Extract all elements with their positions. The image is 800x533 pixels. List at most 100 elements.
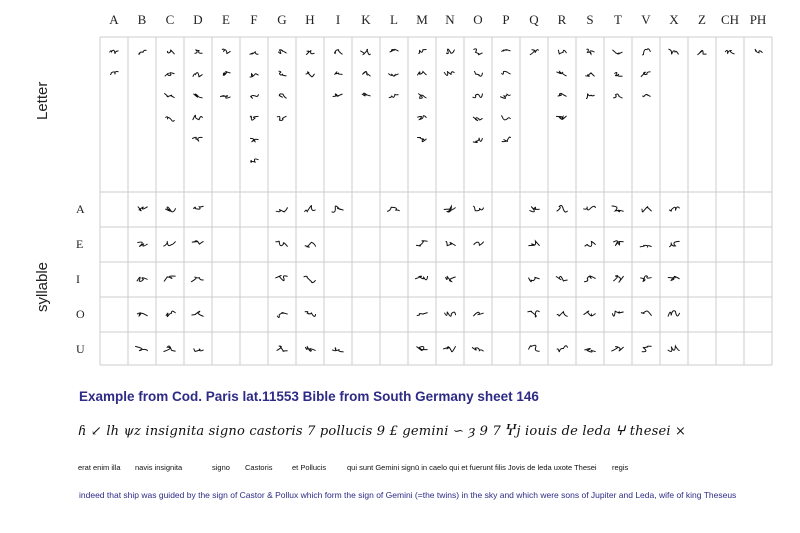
column-header: M [416,12,428,27]
english-translation: indeed that ship was guided by the sign … [79,490,737,500]
column-header: K [361,12,371,27]
shorthand-glyph [668,48,679,55]
column-header: N [445,12,455,27]
shorthand-glyph [249,137,259,143]
syllable-row-label: I [76,272,80,286]
shorthand-glyph [277,49,287,54]
column-header: L [390,12,398,27]
shorthand-glyph [754,48,763,54]
shorthand-glyph [640,275,652,283]
shorthand-glyph [135,345,149,352]
shorthand-glyph [136,312,148,318]
shorthand-glyph [529,49,539,56]
shorthand-glyph [222,71,231,76]
shorthand-glyph [418,93,427,99]
column-header: X [669,12,679,27]
column-header: P [502,12,510,27]
shorthand-glyph [442,345,457,353]
shorthand-glyph [163,240,176,247]
shorthand-glyph [642,93,651,98]
shorthand-glyph [527,344,540,352]
column-header: PH [749,12,767,27]
shorthand-glyph [276,345,288,352]
shorthand-glyph [304,241,317,248]
shorthand-glyph [472,311,484,317]
shorthand-glyph [416,346,428,352]
shorthand-glyph [472,137,483,143]
latin-word: navis insignita [135,463,183,472]
shorthand-glyph [667,275,680,282]
shorthand-glyph [191,136,203,142]
shorthand-glyph [667,310,681,317]
shorthand-glyph [192,114,203,121]
shorthand-glyph [473,48,483,56]
shorthand-glyph [613,275,625,283]
shorthand-glyph [471,346,484,352]
shorthand-glyph [387,73,399,77]
shorthand-glyph [611,205,624,213]
shorthand-glyph [443,71,455,76]
shorthand-glyph [278,70,287,77]
shorthand-glyph [445,275,456,283]
shorthand-glyph [473,70,483,77]
shorthand-glyph [109,49,119,54]
shorthand-glyph [276,312,288,319]
shorthand-glyph [191,240,204,245]
syllable-row-label: E [76,237,84,251]
shorthand-glyph [417,115,427,121]
shorthand-glyph [163,92,175,99]
shorthand-glyph [221,48,231,55]
shorthand-glyph [556,345,569,353]
shorthand-glyph [191,310,204,317]
shorthand-glyph [528,276,540,283]
shorthand-glyph [137,206,148,212]
shorthand-glyph [416,312,428,317]
shorthand-glyph [166,49,175,55]
shorthand-glyph [278,93,287,99]
latin-word: et Pollucis [292,463,327,472]
latin-word: Castoris [245,463,273,472]
shorthand-glyph [667,344,680,352]
latin-word: qui sunt Gemini signū in caelo qui et fu… [347,463,597,472]
shorthand-glyph [724,49,735,55]
shorthand-glyph [697,50,707,56]
shorthand-glyph [443,204,456,213]
column-header: F [250,12,258,27]
shorthand-glyph [639,244,652,249]
column-header: H [305,12,315,27]
shorthand-glyph [556,70,567,77]
column-header: C [165,12,175,27]
shorthand-glyph [472,93,483,99]
shorthand-glyph [557,49,567,55]
shorthand-glyph [165,310,176,318]
shorthand-glyph [163,275,176,282]
shorthand-glyph [361,70,371,77]
column-header: Q [529,12,539,27]
shorthand-glyph [389,48,399,53]
shorthand-glyph [305,49,315,56]
shorthand-glyph [250,158,259,164]
shorthand-glyph [249,72,259,78]
shorthand-glyph [331,347,344,353]
shorthand-glyph [334,49,343,55]
shorthand-glyph [249,94,259,99]
shorthand-glyph [164,206,177,213]
column-header: CH [720,12,740,27]
shorthand-glyph [418,49,427,54]
shorthand-line: ɦ ↙ lh ψz insignita signo castoris 7 pol… [78,424,687,439]
shorthand-glyph [613,93,623,99]
shorthand-glyph [276,115,287,121]
shorthand-glyph [641,345,652,353]
shorthand-glyph [640,310,652,317]
shorthand-glyph [586,48,595,56]
syllable-row-label: A [76,202,85,216]
column-header: R [557,12,567,27]
shorthand-glyph [668,240,680,248]
shorthand-glyph [386,206,400,212]
column-header: V [641,12,651,27]
shorthand-glyph [334,71,343,75]
shorthand-glyph [192,205,204,210]
shorthand-glyph [529,206,540,213]
shorthand-glyph [331,205,344,213]
